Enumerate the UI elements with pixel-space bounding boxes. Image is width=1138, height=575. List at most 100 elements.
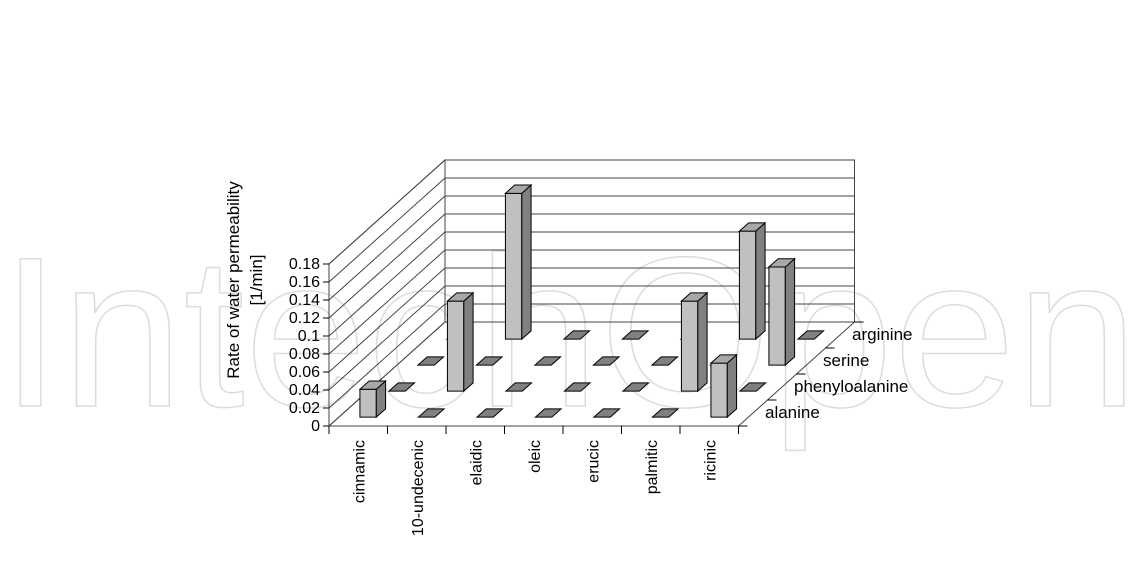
bar-front [680,300,699,392]
bar-zero-marker [796,330,825,340]
bar-phenyloalanine-erucic [621,382,650,392]
bars [358,183,825,419]
gridline [328,303,855,409]
bar-zero-marker [533,356,562,366]
bar-serine-oleic [592,356,621,366]
y-tick-label: 0.08 [289,346,320,363]
category-label: erucic [585,440,602,483]
bar-top [504,184,533,194]
bar-zero-marker [504,382,533,392]
watermark-text: IntechOpen [0,213,1138,452]
bar-front [738,230,757,340]
bar-top [446,292,475,302]
bar-arginine-ricinic [796,330,825,340]
y-tick-label: 0.02 [289,400,320,417]
bar-serine-cinnamic [416,356,445,366]
bar-side [784,257,796,367]
y-axis-title: [1/min] [247,254,266,305]
y-tick-label: 0.12 [289,310,320,327]
bar-arginine-palmitic [738,221,767,341]
bar-top [680,292,709,302]
bar-serine-elaidic [533,356,562,366]
bar-alanine-erucic [592,408,621,418]
y-tick-label: 0.18 [289,256,320,273]
bar-front [359,388,377,418]
bar-serine-erucic [650,356,679,366]
bar-alanine-elaidic [475,408,504,418]
bar-zero-marker [417,408,446,418]
bar-side [755,221,766,341]
gridline [328,231,855,337]
bar-side [697,291,708,393]
labels: cinnamic 10-undecenic elaidic oleic erucic pa… [224,181,913,536]
bar-alanine-ricinic [709,353,738,419]
bar-front [768,266,786,366]
bar-zero-marker [562,330,591,340]
bar-top [738,222,767,232]
bar-arginine-10-undecenic [504,183,533,341]
bar-zero-marker [475,408,504,418]
gridline [328,285,855,391]
bar-alanine-10-undecenic [417,408,446,418]
side-wall [328,158,446,428]
bar-zero-marker [738,382,767,392]
bar-zero-marker [592,408,621,418]
bar-zero-marker [416,356,445,366]
gridline [328,213,855,319]
gridline [328,159,855,265]
bar-alanine-palmitic [651,408,680,418]
series-label: alanine [765,403,820,422]
bar-phenyloalanine-palmitic [680,291,709,393]
y-tick-label: 0.06 [289,364,320,381]
category-label: cinnamic [351,440,368,503]
category-label: elaidic [468,440,485,485]
series-label: serine [823,351,869,370]
bar-phenyloalanine-ricinic [738,382,767,392]
bar-phenyloalanine-oleic [563,382,592,392]
axes: 00.020.040.060.080.10.120.140.160.18 [289,256,864,435]
bar-zero-marker [563,382,592,392]
bar-top [358,380,387,390]
gridlines [328,159,855,409]
bar-top [709,354,738,364]
bar-alanine-cinnamic [358,379,387,419]
bar-serine-10-undecenic [475,356,504,366]
bar-phenyloalanine-elaidic [504,382,533,392]
category-label: ricinic [702,440,719,481]
bar-side [521,183,532,341]
category-label: palmitic [644,440,661,494]
series-label: arginine [852,325,913,344]
y-tick-label: 0.04 [289,382,320,399]
y-axis-title: Rate of water permeability [224,181,243,379]
bar-zero-marker [592,356,621,366]
gridline [328,249,855,355]
bar-zero-marker [534,408,563,418]
y-tick-label: 0 [311,418,320,435]
series-label: phenyloalanine [794,377,908,396]
bar-phenyloalanine-10-undecenic [446,291,475,393]
bar-arginine-elaidic [562,330,591,340]
gridline [328,177,855,283]
bar-serine-ricinic [767,257,796,367]
bar-arginine-oleic [621,330,650,340]
bar-zero-marker [475,356,504,366]
gridline [328,267,855,373]
bar-zero-marker [621,330,650,340]
gridline [328,195,855,301]
bar-zero-marker [651,408,680,418]
y-tick-label: 0.16 [289,274,320,291]
bar-top [767,258,796,268]
bar-zero-marker [621,382,650,392]
bar-front [710,362,728,418]
bar-side [726,353,738,419]
y-tick-label: 0.1 [298,328,320,345]
bar-alanine-oleic [534,408,563,418]
bar-side [463,291,474,393]
bar-front [504,192,523,340]
category-label: 10-undecenic [410,440,427,536]
y-tick-label: 0.14 [289,292,320,309]
bar-zero-marker [387,382,416,392]
bar-phenyloalanine-cinnamic [387,382,416,392]
